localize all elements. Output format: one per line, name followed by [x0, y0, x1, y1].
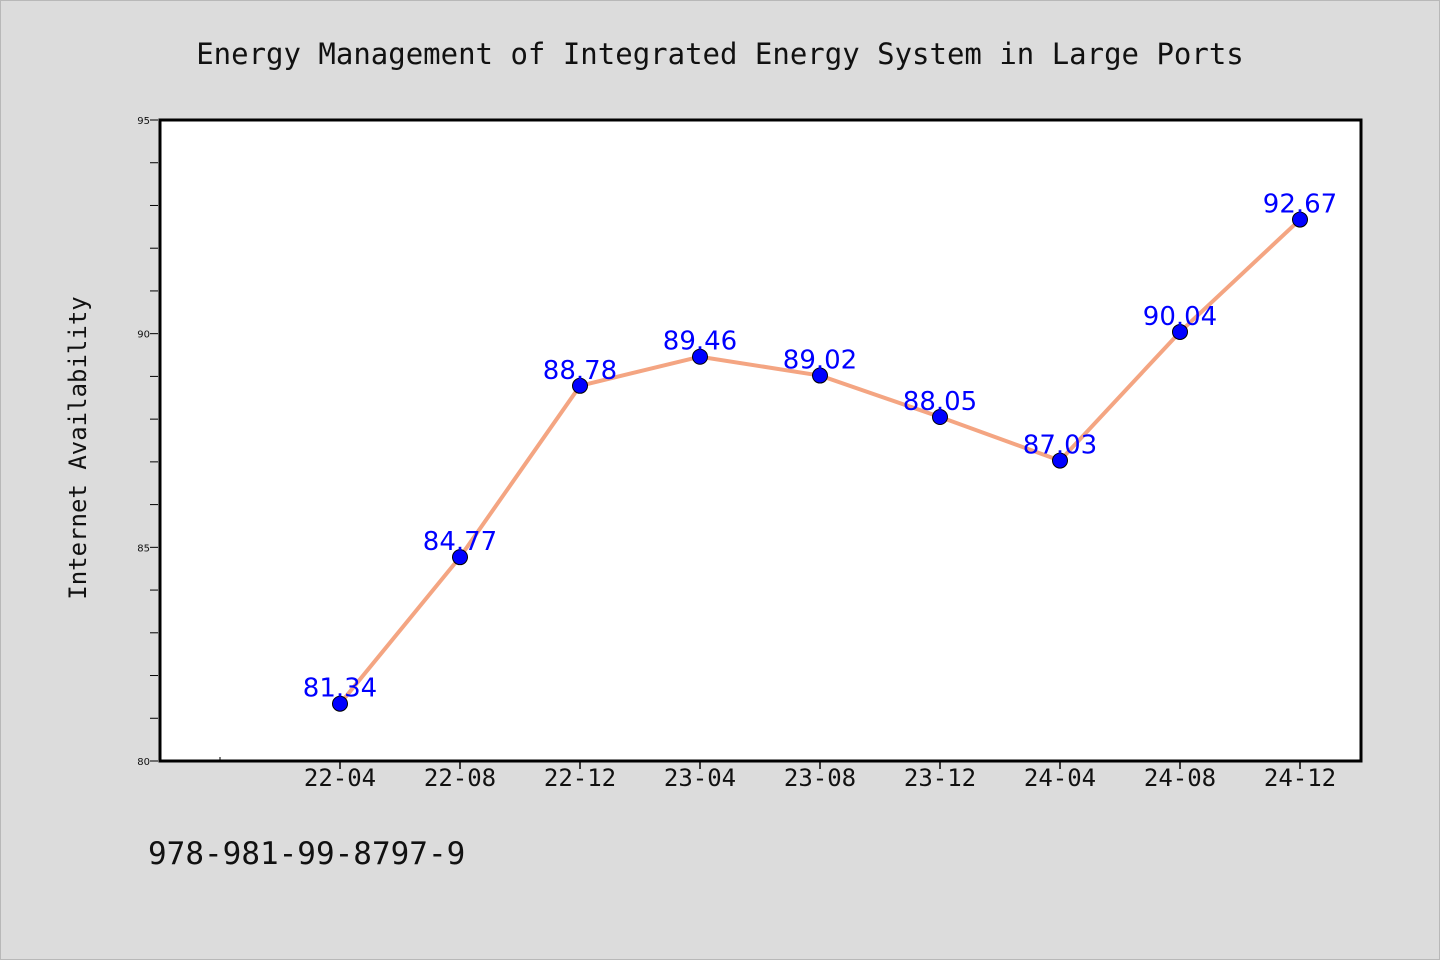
data-point	[692, 348, 708, 365]
data-point	[1052, 452, 1068, 469]
isbn-text: 978-981-99-8797-9	[148, 836, 465, 872]
x-tick-label: 24-12	[1264, 764, 1336, 792]
x-tick-label: 22-04	[304, 764, 376, 792]
x-tick-label: 24-08	[1144, 764, 1216, 792]
x-tick-label: 24-04	[1024, 764, 1096, 792]
data-label: 84.77	[423, 527, 497, 557]
data-label: 89.46	[663, 327, 737, 357]
data-label: 81.34	[303, 674, 377, 704]
data-label: 88.78	[543, 356, 617, 386]
data-point	[572, 377, 588, 394]
data-point	[1172, 323, 1188, 340]
data-label: 92.67	[1263, 190, 1337, 220]
y-tick-label: 85	[137, 543, 150, 554]
series-layer	[332, 211, 1308, 712]
data-point	[812, 367, 828, 384]
y-tick-label: 80	[137, 757, 150, 768]
data-point	[452, 549, 468, 566]
data-label: 87.03	[1023, 431, 1097, 461]
y-tick-label: 90	[137, 330, 150, 341]
x-axis-ticks: 22-04 22-08 22-12 23-04 23-08 23-12 24-04 24-08…	[219, 757, 1336, 792]
x-tick-label: 23-12	[904, 764, 976, 792]
data-point	[1292, 211, 1308, 228]
x-tick-label: 22-12	[544, 764, 616, 792]
y-axis-ticks: 80 85 90 95	[137, 116, 158, 768]
data-label: 88.05	[903, 387, 977, 417]
chart-title: Energy Management of Integrated Energy S…	[196, 37, 1244, 71]
data-labels-layer: 81.34 84.77 88.78 89.46 89.02 88.05 87.03 90.04…	[303, 190, 1337, 704]
plot-area	[158, 118, 1363, 763]
x-tick-label: 23-04	[664, 764, 736, 792]
x-tick-label: 22-08	[424, 764, 496, 792]
y-axis-label: Internet Availability	[64, 296, 92, 599]
y-tick-label: 95	[137, 116, 150, 127]
data-label: 90.04	[1143, 302, 1217, 332]
data-point	[932, 408, 948, 425]
x-tick-label: 23-08	[784, 764, 856, 792]
data-point	[332, 695, 348, 712]
data-label: 89.02	[783, 346, 857, 376]
